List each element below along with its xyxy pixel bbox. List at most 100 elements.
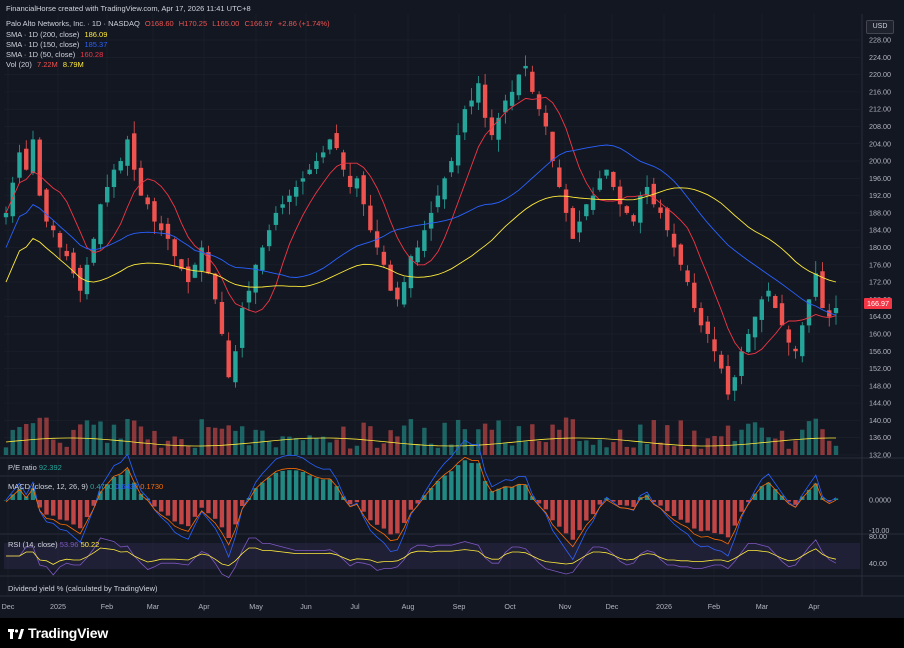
- volume-bar: [611, 442, 616, 455]
- candle-body: [179, 259, 184, 270]
- sma200-value: 186.09: [84, 30, 108, 39]
- price-tick-label: 184.00: [869, 226, 891, 235]
- candle-body: [442, 178, 447, 200]
- candle-body: [638, 195, 643, 223]
- rsi-value-1: 53.96: [59, 540, 79, 549]
- macd-histogram-bar: [536, 500, 542, 504]
- candle-body: [37, 139, 42, 196]
- volume-bar: [401, 425, 407, 455]
- macd-histogram-bar: [658, 500, 663, 506]
- volume-bar: [3, 447, 9, 455]
- volume-bar: [98, 421, 103, 455]
- last-price-tag: 166.97: [864, 298, 892, 309]
- dividend-legend[interactable]: Dividend yield % (calculated by TradingV…: [8, 584, 158, 593]
- sma200-legend[interactable]: SMA · 1D (200, close) 186.09: [6, 30, 110, 39]
- macd-histogram-bar: [10, 494, 15, 500]
- macd-histogram-bar: [712, 500, 717, 534]
- macd-histogram-bar: [806, 489, 812, 500]
- candle-body: [138, 167, 144, 196]
- macd-histogram-bar: [732, 500, 737, 526]
- volume-bar: [665, 425, 670, 455]
- candle-body: [98, 204, 103, 245]
- macd-histogram-bar: [219, 500, 225, 528]
- time-tick-label: Dec: [606, 602, 619, 611]
- macd-histogram-bar: [489, 491, 495, 500]
- volume-bar: [449, 444, 454, 455]
- candle-body: [388, 264, 393, 291]
- candle-body: [30, 139, 36, 174]
- volume-bar: [563, 417, 569, 455]
- candle-body: [192, 264, 198, 278]
- volume-bar: [705, 438, 710, 455]
- volume-bar: [496, 420, 501, 455]
- candle-body: [779, 303, 785, 326]
- candle-body: [692, 282, 697, 309]
- candle-body: [523, 65, 528, 69]
- candle-body: [132, 133, 137, 170]
- macd-histogram-bar: [192, 500, 198, 517]
- volume-bar: [145, 439, 150, 455]
- volume-bar: [51, 439, 56, 455]
- chart-svg[interactable]: 228.00 224.00 220.00 216.00 212.00 208.00 204.…: [0, 0, 904, 618]
- macd-histogram-bar: [64, 500, 69, 521]
- macd-legend[interactable]: MACD (close, 12, 26, 9) 0.4700 0.6430 0.…: [8, 482, 163, 491]
- candle-body: [503, 100, 508, 113]
- volume-bar: [469, 444, 474, 455]
- candle-body: [293, 186, 299, 197]
- macd-histogram-bar: [3, 500, 9, 501]
- credit-line: FinancialHorse created with TradingView.…: [6, 4, 254, 13]
- volume-bar: [624, 446, 630, 455]
- candle-body: [152, 201, 157, 222]
- candle-body: [746, 333, 751, 352]
- sma50-legend[interactable]: SMA · 1D (50, close) 160.28: [6, 50, 106, 59]
- candle-body: [732, 377, 737, 391]
- macd-histogram-bar: [185, 500, 191, 527]
- macd-histogram-bar: [523, 484, 528, 500]
- macd-histogram-bar: [786, 500, 791, 502]
- candle-body: [246, 290, 252, 303]
- volume-bar: [219, 428, 225, 455]
- chart-area[interactable]: 228.00 224.00 220.00 216.00 212.00 208.00 204.…: [0, 0, 904, 618]
- macd-histogram-bar: [253, 488, 258, 500]
- volume-bar: [530, 424, 535, 455]
- candle-body: [105, 186, 110, 203]
- vol-legend[interactable]: Vol (20) 7.22M 8.79M: [6, 60, 87, 69]
- macd-histogram-bar: [132, 482, 137, 500]
- sma150-legend[interactable]: SMA · 1D (150, close) 185.37: [6, 40, 110, 49]
- macd-histogram-bar: [752, 493, 758, 500]
- rsi-legend[interactable]: RSI (14, close) 53.96 50.22: [8, 540, 99, 549]
- price-tick-label: 180.00: [869, 243, 891, 252]
- volume-bar: [408, 419, 414, 455]
- macd-histogram-bar: [138, 493, 144, 500]
- pe-legend[interactable]: P/E ratio 92.392: [8, 463, 62, 472]
- candle-body: [496, 117, 501, 140]
- candle-body: [314, 161, 319, 169]
- candle-body: [800, 325, 805, 357]
- macd-histogram-bar: [17, 488, 22, 500]
- tradingview-logo-icon: [8, 629, 24, 639]
- volume-bar: [118, 438, 123, 455]
- candle-body: [820, 271, 825, 309]
- dividend-label: Dividend yield % (calculated by TradingV…: [8, 584, 158, 593]
- volume-bar: [57, 442, 63, 455]
- price-tick-label: 140.00: [869, 416, 891, 425]
- macd-histogram-bar: [226, 500, 231, 538]
- price-tick-label: 132.00: [869, 451, 891, 460]
- macd-histogram-bar: [665, 500, 670, 512]
- candle-body: [266, 230, 272, 247]
- volume-bar: [185, 445, 191, 455]
- macd-histogram-bar: [604, 498, 609, 500]
- macd-histogram-bar: [374, 500, 380, 525]
- candle-body: [509, 91, 515, 106]
- macd-histogram-bar: [624, 500, 630, 506]
- candle-body: [476, 83, 481, 103]
- currency-button[interactable]: USD: [866, 20, 894, 34]
- candle-body: [17, 152, 22, 178]
- macd-histogram-bar: [71, 500, 76, 525]
- volume-bar: [678, 420, 683, 455]
- candle-body: [516, 74, 522, 96]
- candle-body: [584, 204, 589, 217]
- volume-bar: [37, 417, 42, 455]
- time-tick-label: Feb: [101, 602, 113, 611]
